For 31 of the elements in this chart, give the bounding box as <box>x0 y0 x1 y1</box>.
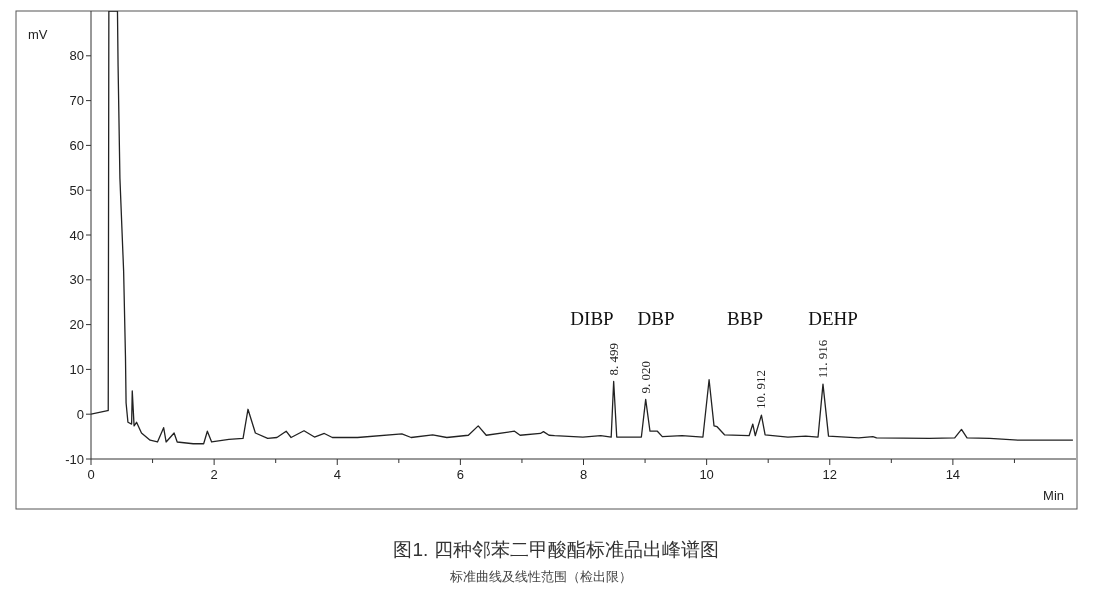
annotation: 10. 912 <box>753 370 769 410</box>
annotation: 9. 020 <box>637 360 653 394</box>
x-tick-label: 2 <box>210 467 218 482</box>
x-tick-label: 8 <box>579 467 588 482</box>
y-tick-label: 30 <box>69 272 84 288</box>
y-tick-label: 40 <box>69 227 84 243</box>
y-tick-label: 0 <box>76 406 84 422</box>
x-tick-label: 4 <box>333 467 341 482</box>
line-series <box>91 11 1074 445</box>
y-tick-label: 10 <box>69 361 84 377</box>
y-tick-label: 60 <box>69 137 84 153</box>
y-tick-label: 80 <box>69 48 84 64</box>
x-tick-label: 6 <box>456 467 464 482</box>
x-axis-title: Min <box>1043 488 1064 503</box>
annotation: 11. 916 <box>814 339 830 379</box>
x-tick-label: 14 <box>945 467 961 482</box>
text: 图1. 四种邻苯二甲酸酯标准品出峰谱图 <box>393 539 719 560</box>
annotation: BBP <box>727 308 763 329</box>
annotation: DIBP <box>570 308 614 329</box>
annotation: DBP <box>637 308 675 329</box>
y-tick-label: -10 <box>65 451 84 467</box>
x-tick-label: 12 <box>822 467 837 482</box>
y-tick-label: 70 <box>69 93 84 109</box>
y-tick-label: 20 <box>69 317 84 333</box>
x-tick-label: 0 <box>87 467 95 482</box>
y-axis-title: mV <box>28 27 48 42</box>
x-tick-label: 10 <box>699 467 714 482</box>
annotation: 8. 499 <box>605 343 621 376</box>
text: 标准曲线及线性范围（检出限） <box>449 569 632 584</box>
y-tick-label: 50 <box>69 182 84 198</box>
annotation: DEHP <box>808 308 858 329</box>
